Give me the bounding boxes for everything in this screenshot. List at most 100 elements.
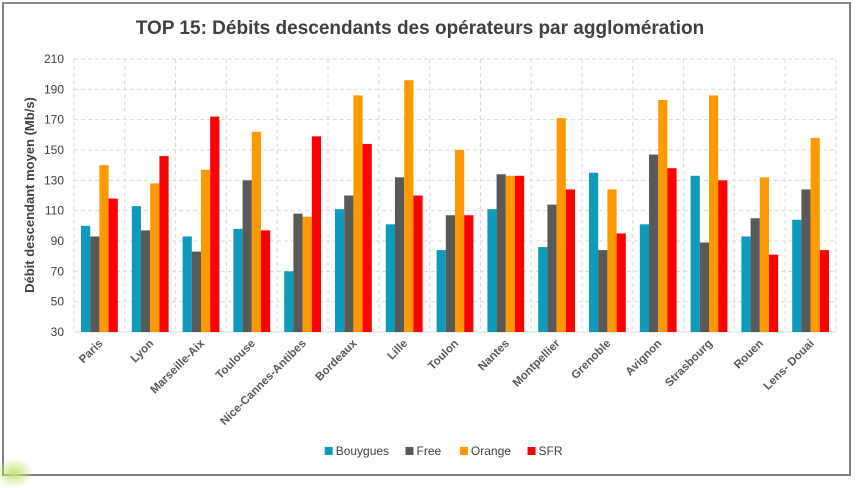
bar-bouygues: [182, 236, 192, 332]
x-tick-label: Montpellier: [511, 337, 563, 389]
bar-free: [191, 251, 201, 332]
bar-sfr: [769, 254, 779, 332]
legend-label-free: Free: [417, 444, 442, 458]
legend-swatch-orange: [459, 447, 468, 455]
legend-swatch-free: [405, 447, 414, 455]
bar-free: [649, 154, 659, 332]
bar-free: [445, 215, 455, 332]
legend: Bouygues Free Orange SFR: [324, 444, 563, 458]
bar-orange: [302, 216, 312, 332]
bars: [81, 80, 829, 333]
x-tick-label: Nice-Cannes-Antibes: [218, 338, 308, 428]
x-tick-label: Bordeaux: [314, 337, 360, 383]
bar-orange: [251, 131, 261, 332]
bar-orange: [150, 183, 160, 332]
bar-free: [293, 213, 303, 332]
bar-free: [496, 174, 506, 332]
bar-bouygues: [538, 247, 548, 332]
bar-sfr: [311, 136, 321, 332]
bar-free: [141, 230, 151, 332]
bar-bouygues: [335, 209, 345, 332]
bar-free: [750, 218, 760, 332]
x-tick-label: Lens- Douai: [762, 338, 817, 393]
legend-label-sfr: SFR: [539, 444, 563, 458]
bar-orange: [810, 137, 820, 332]
bar-bouygues: [792, 219, 802, 332]
y-tick-label: 70: [51, 264, 65, 278]
bar-free: [90, 236, 100, 332]
x-tick-label: Avignon: [624, 338, 665, 379]
x-tick-label: Rouen: [732, 338, 766, 372]
bar-sfr: [362, 143, 372, 332]
legend-label-orange: Orange: [471, 444, 511, 458]
y-tick-label: 90: [51, 234, 65, 248]
bar-orange: [607, 189, 617, 332]
x-tick-label: Lyon: [129, 338, 157, 366]
bar-sfr: [565, 189, 575, 332]
bar-orange: [353, 95, 363, 333]
bar-orange: [455, 150, 465, 332]
bar-sfr: [108, 198, 118, 332]
x-tick-label: Nantes: [476, 338, 512, 374]
bar-bouygues: [436, 250, 446, 332]
bar-sfr: [667, 168, 677, 332]
bar-bouygues: [487, 209, 497, 332]
legend-label-bouygues: Bouygues: [336, 444, 389, 458]
bar-bouygues: [385, 224, 395, 332]
bar-free: [344, 195, 354, 332]
y-axis-label: Débit descendant moyen (Mb/s): [22, 97, 37, 293]
bar-orange: [99, 165, 109, 332]
bar-free: [699, 242, 709, 332]
bar-sfr: [515, 175, 525, 332]
bar-bouygues: [131, 206, 141, 332]
bar-orange: [505, 175, 515, 332]
bar-orange: [201, 169, 211, 332]
x-tick-label: Toulon: [426, 338, 461, 373]
bar-bouygues: [284, 271, 294, 332]
x-tick-label: Grenoble: [569, 338, 613, 382]
bar-orange: [759, 177, 769, 332]
bar-orange: [709, 95, 719, 333]
legend-swatch-sfr: [527, 447, 536, 455]
y-tick-label: 110: [45, 204, 64, 218]
y-tick-label: 170: [44, 113, 64, 127]
bar-bouygues: [741, 236, 751, 332]
bar-free: [242, 180, 252, 332]
bar-orange: [556, 118, 566, 333]
bar-free: [598, 250, 608, 332]
bar-sfr: [464, 215, 474, 332]
bar-free: [801, 189, 811, 332]
bar-bouygues: [81, 225, 91, 332]
bar-sfr: [210, 116, 220, 332]
bar-bouygues: [690, 175, 700, 332]
legend-swatch-bouygues: [324, 447, 333, 455]
bar-sfr: [159, 156, 169, 332]
x-tick-label: Marseille-Aix: [148, 337, 207, 396]
bar-sfr: [718, 180, 728, 332]
y-tick-label: 210: [44, 52, 64, 66]
bar-sfr: [261, 230, 271, 332]
y-tick-label: 50: [51, 295, 65, 309]
x-tick-label: Lille: [386, 338, 411, 363]
y-tick-label: 130: [44, 173, 64, 187]
bar-sfr: [616, 233, 626, 332]
y-tick-label: 30: [51, 325, 65, 339]
x-tick-label: Toulouse: [214, 338, 258, 382]
bar-bouygues: [639, 224, 649, 332]
bar-bouygues: [589, 172, 599, 332]
bar-free: [395, 177, 405, 332]
chart-title: TOP 15: Débits descendants des opérateur…: [136, 18, 704, 39]
y-tick-label: 150: [44, 143, 64, 157]
y-axis-ticks: 30 50 70 90 110 130 150 170 190 210: [44, 52, 64, 339]
bar-orange: [404, 80, 414, 332]
bar-orange: [658, 99, 668, 332]
x-tick-label: Paris: [77, 338, 105, 366]
bar-bouygues: [233, 228, 243, 332]
bar-sfr: [819, 250, 829, 332]
bar-free: [547, 204, 557, 332]
x-tick-label: Strasbourg: [663, 338, 715, 390]
bar-sfr: [413, 195, 423, 332]
y-tick-label: 190: [44, 82, 64, 96]
